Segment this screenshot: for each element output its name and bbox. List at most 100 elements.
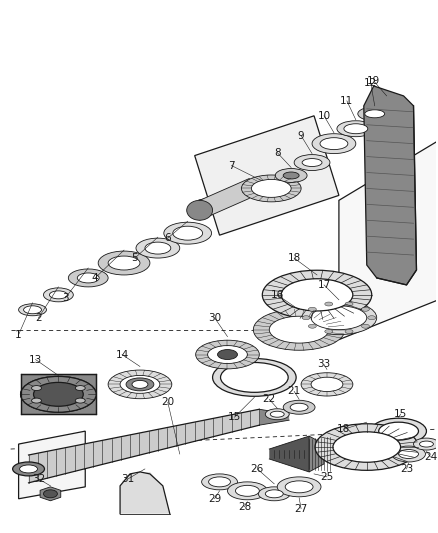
Ellipse shape xyxy=(251,180,291,197)
Ellipse shape xyxy=(258,487,290,501)
Polygon shape xyxy=(364,86,417,285)
Text: 11: 11 xyxy=(340,96,353,106)
Polygon shape xyxy=(200,179,249,220)
Ellipse shape xyxy=(265,490,283,498)
Ellipse shape xyxy=(302,316,310,320)
Ellipse shape xyxy=(365,110,385,118)
Polygon shape xyxy=(269,436,309,472)
Ellipse shape xyxy=(253,309,345,350)
Polygon shape xyxy=(309,436,324,472)
Polygon shape xyxy=(339,141,438,340)
Ellipse shape xyxy=(43,490,57,498)
Text: 22: 22 xyxy=(263,394,276,405)
Ellipse shape xyxy=(265,409,289,419)
Text: 31: 31 xyxy=(121,474,134,484)
Ellipse shape xyxy=(420,441,434,447)
Ellipse shape xyxy=(413,438,438,450)
Ellipse shape xyxy=(212,359,296,397)
Ellipse shape xyxy=(34,382,83,406)
Ellipse shape xyxy=(301,373,353,396)
Ellipse shape xyxy=(275,168,307,182)
Polygon shape xyxy=(194,116,339,235)
Ellipse shape xyxy=(24,306,42,314)
Ellipse shape xyxy=(285,481,313,493)
Ellipse shape xyxy=(358,107,392,121)
Text: 2: 2 xyxy=(35,313,42,322)
Ellipse shape xyxy=(236,486,259,496)
Ellipse shape xyxy=(269,316,329,343)
Ellipse shape xyxy=(43,288,73,302)
Text: 6: 6 xyxy=(165,233,171,243)
Ellipse shape xyxy=(126,378,154,391)
Text: 23: 23 xyxy=(400,464,413,474)
Ellipse shape xyxy=(325,329,333,334)
Ellipse shape xyxy=(308,324,316,328)
Ellipse shape xyxy=(75,385,85,391)
Ellipse shape xyxy=(368,316,376,320)
Ellipse shape xyxy=(136,238,180,258)
Ellipse shape xyxy=(311,306,367,330)
Text: 27: 27 xyxy=(294,504,308,514)
Ellipse shape xyxy=(315,424,418,470)
Polygon shape xyxy=(18,431,85,499)
Text: 13: 13 xyxy=(29,354,42,365)
Ellipse shape xyxy=(21,376,96,412)
Text: 9: 9 xyxy=(298,131,304,141)
Polygon shape xyxy=(259,409,289,425)
Text: 7: 7 xyxy=(228,160,235,171)
Text: 19: 19 xyxy=(367,76,380,86)
Ellipse shape xyxy=(77,273,99,283)
Ellipse shape xyxy=(18,304,46,316)
Ellipse shape xyxy=(294,155,330,171)
Text: 29: 29 xyxy=(208,494,221,504)
Ellipse shape xyxy=(399,449,418,458)
Ellipse shape xyxy=(301,301,377,335)
Ellipse shape xyxy=(75,398,85,403)
Polygon shape xyxy=(28,409,259,483)
Ellipse shape xyxy=(13,462,45,476)
Ellipse shape xyxy=(312,134,356,154)
Ellipse shape xyxy=(32,385,42,391)
Ellipse shape xyxy=(227,482,267,500)
Ellipse shape xyxy=(21,376,96,412)
Ellipse shape xyxy=(270,411,284,417)
Ellipse shape xyxy=(120,375,160,393)
Ellipse shape xyxy=(345,302,353,306)
Ellipse shape xyxy=(325,302,333,306)
Ellipse shape xyxy=(164,222,212,244)
Text: 26: 26 xyxy=(251,464,264,474)
Ellipse shape xyxy=(68,269,108,287)
Ellipse shape xyxy=(108,370,172,399)
Ellipse shape xyxy=(371,418,427,444)
Ellipse shape xyxy=(283,400,315,414)
Ellipse shape xyxy=(333,432,401,462)
Ellipse shape xyxy=(308,307,316,311)
Text: 25: 25 xyxy=(320,472,334,482)
Ellipse shape xyxy=(145,242,171,254)
Ellipse shape xyxy=(208,345,247,364)
Ellipse shape xyxy=(337,121,375,136)
Ellipse shape xyxy=(379,422,418,440)
Ellipse shape xyxy=(392,446,425,462)
Text: 16: 16 xyxy=(271,290,284,300)
Ellipse shape xyxy=(302,159,322,166)
Text: 10: 10 xyxy=(318,111,331,121)
Ellipse shape xyxy=(281,279,353,311)
Ellipse shape xyxy=(345,329,353,334)
Text: 33: 33 xyxy=(318,359,331,369)
Text: 1: 1 xyxy=(15,329,22,340)
Text: 28: 28 xyxy=(238,502,251,512)
Ellipse shape xyxy=(277,477,321,497)
Ellipse shape xyxy=(49,291,67,299)
Text: 18: 18 xyxy=(287,253,301,263)
Polygon shape xyxy=(21,374,96,414)
Text: 15: 15 xyxy=(228,412,241,422)
Text: 5: 5 xyxy=(132,253,138,263)
Text: 14: 14 xyxy=(116,350,129,360)
Ellipse shape xyxy=(98,251,150,275)
Ellipse shape xyxy=(344,124,368,134)
Text: 20: 20 xyxy=(161,397,174,407)
Polygon shape xyxy=(40,487,61,501)
Ellipse shape xyxy=(290,403,308,411)
Text: 3: 3 xyxy=(62,293,69,303)
